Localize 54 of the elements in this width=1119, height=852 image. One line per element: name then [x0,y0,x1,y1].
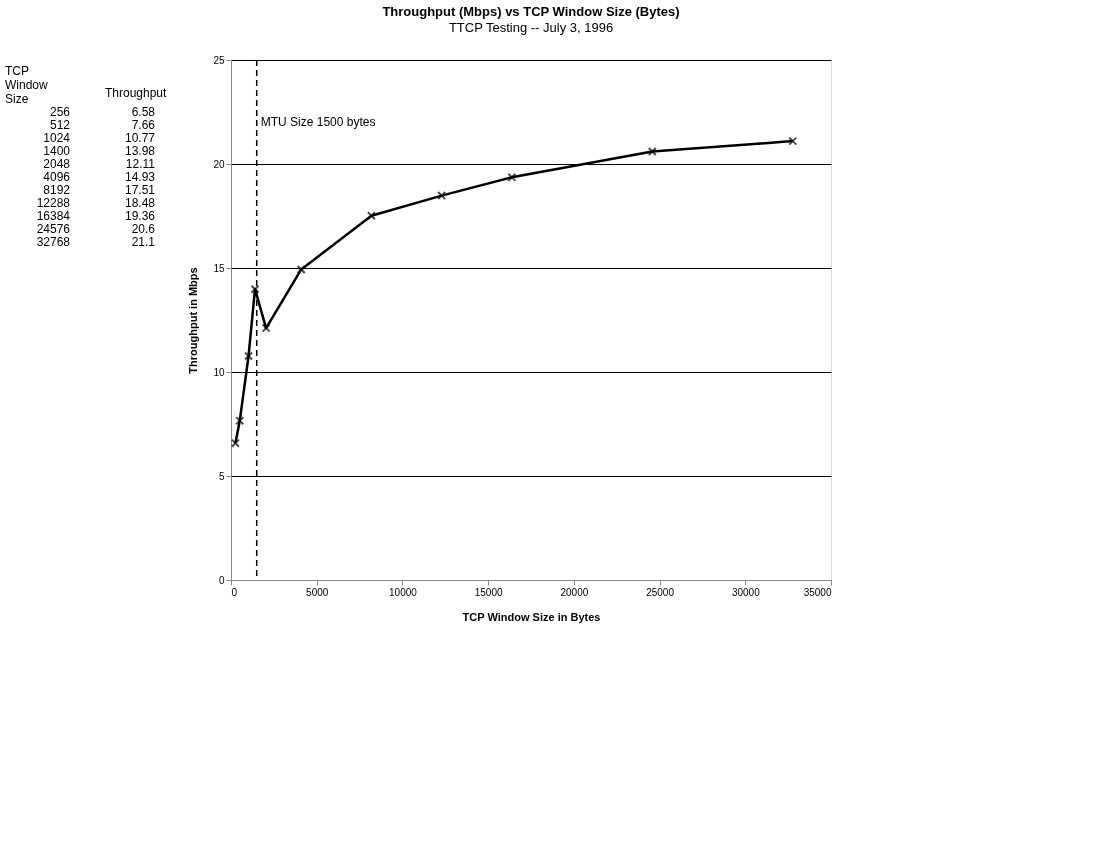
chart-title: Throughput (Mbps) vs TCP Window Size (Bytes) [382,4,680,19]
point [788,136,798,146]
x-tick-label: 30000 [731,586,761,598]
text: 18.48 [124,196,156,210]
text: 14.93 [124,170,156,184]
point [250,284,260,294]
y-tick-label: 25 [213,54,225,66]
y-tick-label: 15 [213,262,225,274]
x-tick-label: 35000 [803,586,832,598]
x-tick-label: 5000 [306,586,329,598]
point [261,323,271,333]
text: 256 [49,105,71,119]
x-axis-title: TCP Window Size in Bytes [462,610,601,623]
text: TCP Window Size [5,64,49,107]
point [507,172,517,182]
x-tick-label: 20000 [560,586,589,598]
x-tick-label: 25000 [646,586,675,598]
x-tick-label: 10000 [389,586,418,598]
text: 8192 [43,183,71,197]
text: 4096 [43,170,71,184]
point [244,351,254,361]
point [437,191,447,201]
y-tick-label: 10 [213,366,225,378]
text: 32768 [36,235,71,249]
text: 1024 [43,131,71,145]
text: Throughput [105,86,168,101]
text: 13.98 [124,144,156,158]
y-tick-label: 0 [218,574,225,586]
text: 6.58 [131,105,156,119]
point [366,211,376,221]
text: 2048 [43,157,71,171]
x-tick-label: 15000 [474,586,503,598]
text: 16384 [36,209,71,223]
text: 12288 [36,196,71,210]
y-axis-title: Throughput in Mbps [187,267,200,374]
chart-subtitle: TTCP Testing -- July 3, 1996 [448,20,614,35]
text: 17.51 [124,183,156,197]
text: 1400 [43,144,71,158]
text: 21.1 [131,235,156,249]
text: 10.77 [124,131,156,145]
text: 20.6 [131,222,156,236]
text: 19.36 [124,209,156,223]
point [230,438,240,448]
point [235,416,245,426]
text: 512 [49,118,71,132]
text: 7.66 [131,118,156,132]
y-tick-label: 20 [213,158,225,170]
point [647,146,657,157]
x-tick-label: 0 [231,586,238,598]
text: 24576 [36,222,71,236]
point [296,264,306,274]
ref-line-label: MTU Size 1500 bytes [260,115,376,130]
y-tick-label: 5 [218,470,225,482]
text: 12.11 [125,157,156,171]
